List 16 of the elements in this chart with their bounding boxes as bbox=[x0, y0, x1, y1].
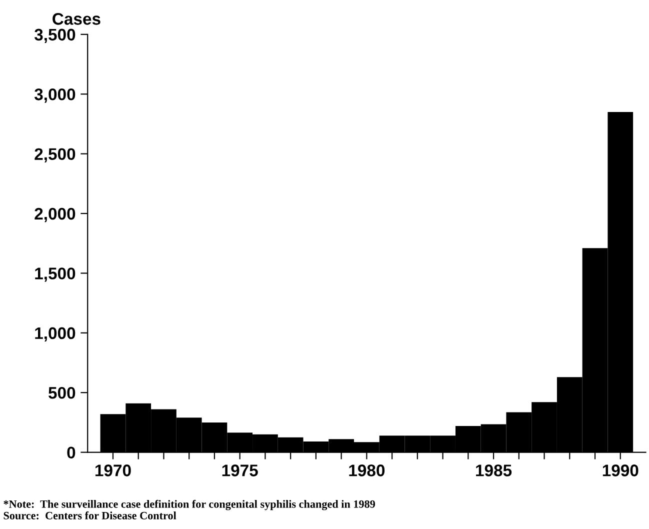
y-tick-label: 0 bbox=[67, 446, 76, 458]
y-tick-label: 3,000 bbox=[34, 88, 76, 103]
x-tick-label: 1990 bbox=[602, 464, 638, 476]
text: *Note: The surveillance case definition for congenital syphilis changed in 1989 bbox=[4, 500, 375, 510]
y-tick-label: 2,000 bbox=[34, 208, 76, 222]
x-tick-label: 1980 bbox=[349, 464, 385, 476]
y-tick-label: 2,500 bbox=[34, 148, 76, 162]
y-axis-title: Cases bbox=[52, 13, 100, 25]
y-tick-label: 1,000 bbox=[35, 327, 76, 342]
x-tick-label: 1985 bbox=[476, 464, 512, 476]
y-tick-label: 1,500 bbox=[35, 268, 76, 282]
y-tick-label: 500 bbox=[48, 386, 76, 399]
source-note: Source: Centers for Disease Control bbox=[4, 511, 176, 520]
x-tick-label: 1970 bbox=[96, 464, 131, 476]
y-tick-label: 3,500 bbox=[34, 28, 76, 44]
x-tick-label: 1975 bbox=[222, 464, 258, 476]
